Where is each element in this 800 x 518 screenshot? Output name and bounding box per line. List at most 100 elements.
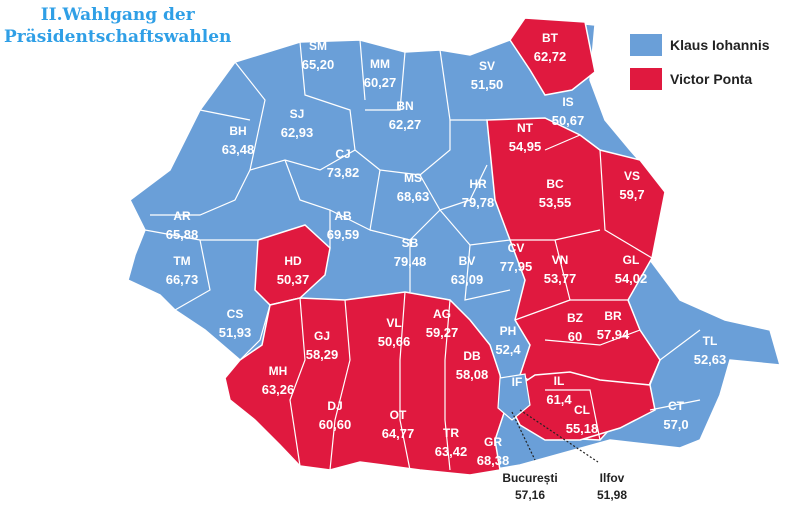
county-value-is: 50,67	[552, 113, 585, 128]
county-value-ot: 64,77	[382, 426, 415, 441]
county-value-vl: 50,66	[378, 334, 411, 349]
county-value-tl: 52,63	[694, 352, 727, 367]
legend-swatch-ponta	[630, 68, 662, 90]
county-code-bt: BT	[542, 31, 559, 45]
county-code-ct: CT	[668, 399, 685, 413]
county-code-sb: SB	[402, 236, 419, 250]
legend-label-iohannis: Klaus Iohannis	[670, 37, 770, 53]
county-code-ag: AG	[433, 307, 451, 321]
county-value-vs: 59,7	[619, 187, 644, 202]
county-value-ct: 57,0	[663, 417, 688, 432]
county-code-bz: BZ	[567, 311, 583, 325]
county-code-tl: TL	[703, 334, 718, 348]
county-border-0	[150, 41, 356, 216]
county-code-il: IL	[554, 374, 565, 388]
county-value-db: 58,08	[456, 367, 489, 382]
county-value-sv: 51,50	[471, 77, 504, 92]
county-code-ar: AR	[173, 209, 191, 223]
city-name-1: Ilfov	[600, 471, 625, 485]
county-value-bh: 63,48	[222, 142, 255, 157]
bucuresti-pointer	[511, 411, 536, 461]
county-border-25	[514, 299, 571, 321]
city-name-0: București	[502, 471, 557, 485]
county-border-4	[234, 61, 266, 171]
county-value-bz: 60	[568, 329, 582, 344]
county-code-sv: SV	[479, 59, 495, 73]
county-border-18	[399, 291, 411, 471]
legend-label-ponta: Victor Ponta	[670, 71, 753, 87]
county-code-cj: CJ	[335, 147, 350, 161]
county-code-ms: MS	[404, 171, 422, 185]
map-title: II.Wahlgang der Präsidentschaftswahlen	[4, 4, 231, 48]
county-border-19	[444, 299, 451, 471]
city-value-0: 57,16	[515, 488, 545, 502]
legend: Klaus Iohannis Victor Ponta	[630, 34, 770, 102]
county-code-hr: HR	[469, 177, 487, 191]
county-code-gr: GR	[484, 435, 502, 449]
county-code-ot: OT	[390, 408, 407, 422]
county-value-tm: 66,73	[166, 272, 199, 287]
county-code-cv: CV	[508, 241, 525, 255]
county-border-28	[649, 329, 701, 386]
county-code-bv: BV	[459, 254, 476, 268]
county-value-sm: 65,20	[302, 57, 335, 72]
county-code-bn: BN	[396, 99, 413, 113]
city-value-1: 51,98	[597, 488, 627, 502]
county-code-hd: HD	[284, 254, 302, 268]
county-border-26	[544, 329, 641, 346]
county-code-vs: VS	[624, 169, 640, 183]
county-code-ph: PH	[500, 324, 517, 338]
county-value-cl: 55,18	[566, 421, 599, 436]
county-border-2	[365, 51, 406, 111]
county-border-20	[289, 297, 306, 467]
county-border-16	[239, 304, 271, 361]
county-value-nt: 54,95	[509, 139, 542, 154]
county-value-dj: 60,60	[319, 417, 352, 432]
county-code-vn: VN	[552, 253, 569, 267]
county-value-ph: 52,4	[495, 342, 521, 357]
county-value-mh: 63,26	[262, 382, 295, 397]
county-border-27	[545, 389, 601, 441]
region-hd	[254, 224, 331, 306]
county-code-mm: MM	[370, 57, 390, 71]
county-code-gj: GJ	[314, 329, 330, 343]
county-value-cj: 73,82	[327, 165, 360, 180]
county-code-sj: SJ	[290, 107, 305, 121]
county-border-5	[199, 109, 251, 121]
county-border-9	[419, 164, 488, 211]
county-border-24	[554, 239, 628, 301]
county-code-nt: NT	[517, 121, 534, 135]
county-border-21	[544, 134, 581, 151]
county-value-ag: 59,27	[426, 325, 459, 340]
county-border-29	[649, 399, 701, 411]
county-code-is: IS	[562, 95, 573, 109]
county-code-vl: VL	[386, 316, 401, 330]
county-value-br: 57,94	[597, 327, 630, 342]
county-labels: SM 65,20 MM 60,27 SV 51,50 BT 62,72 SJ 62,93 BN 62,…	[166, 31, 727, 468]
county-code-tr: TR	[443, 426, 459, 440]
county-value-ms: 68,63	[397, 189, 430, 204]
county-value-mm: 60,27	[364, 75, 397, 90]
legend-item-iohannis: Klaus Iohannis	[630, 34, 770, 56]
county-value-gl: 54,02	[615, 271, 648, 286]
title-line-2: Präsidentschaftswahlen	[4, 27, 232, 47]
county-code-bh: BH	[229, 124, 246, 138]
county-code-ab: AB	[334, 209, 352, 223]
county-code-db: DB	[463, 349, 481, 363]
county-code-cl: CL	[574, 403, 590, 417]
legend-swatch-iohannis	[630, 34, 662, 56]
county-value-cs: 51,93	[219, 325, 252, 340]
county-border-17	[329, 299, 351, 471]
county-value-hr: 79,78	[462, 195, 495, 210]
county-borders	[144, 39, 701, 471]
legend-item-ponta: Victor Ponta	[630, 68, 770, 90]
county-code-dj: DJ	[327, 399, 342, 413]
region-if	[497, 373, 531, 421]
title-line-1: II.Wahlgang der	[40, 5, 195, 25]
county-value-ab: 69,59	[327, 227, 360, 242]
county-value-bv: 63,09	[451, 272, 484, 287]
city-labels: București 57,16 Ilfov 51,98	[502, 471, 627, 502]
county-border-6	[284, 159, 331, 248]
county-border-13	[464, 244, 511, 301]
